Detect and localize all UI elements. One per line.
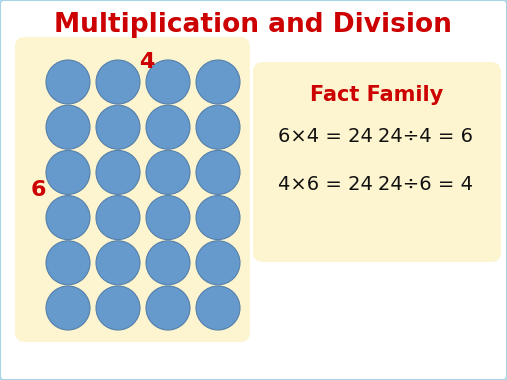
Ellipse shape [96, 286, 140, 330]
Ellipse shape [96, 60, 140, 104]
FancyBboxPatch shape [15, 37, 250, 342]
Ellipse shape [96, 105, 140, 149]
Ellipse shape [196, 196, 240, 240]
Text: 6: 6 [30, 180, 46, 200]
Ellipse shape [196, 105, 240, 149]
FancyBboxPatch shape [253, 62, 501, 262]
Ellipse shape [46, 286, 90, 330]
Text: Multiplication and Division: Multiplication and Division [54, 12, 452, 38]
Text: 6×4 = 24: 6×4 = 24 [278, 128, 373, 147]
Ellipse shape [46, 60, 90, 104]
Text: 4×6 = 24: 4×6 = 24 [278, 176, 373, 195]
Ellipse shape [96, 150, 140, 195]
Ellipse shape [46, 105, 90, 149]
Ellipse shape [146, 196, 190, 240]
Ellipse shape [46, 196, 90, 240]
Text: 4: 4 [139, 52, 155, 72]
Ellipse shape [196, 60, 240, 104]
Ellipse shape [146, 241, 190, 285]
Ellipse shape [146, 150, 190, 195]
Ellipse shape [196, 241, 240, 285]
Text: Fact Family: Fact Family [310, 85, 444, 105]
Ellipse shape [146, 105, 190, 149]
Ellipse shape [46, 241, 90, 285]
Ellipse shape [196, 150, 240, 195]
Text: 24÷6 = 4: 24÷6 = 4 [378, 176, 473, 195]
Ellipse shape [146, 286, 190, 330]
Ellipse shape [96, 196, 140, 240]
Ellipse shape [196, 286, 240, 330]
Ellipse shape [46, 150, 90, 195]
Ellipse shape [96, 241, 140, 285]
Text: 24÷4 = 6: 24÷4 = 6 [378, 128, 473, 147]
Ellipse shape [146, 60, 190, 104]
